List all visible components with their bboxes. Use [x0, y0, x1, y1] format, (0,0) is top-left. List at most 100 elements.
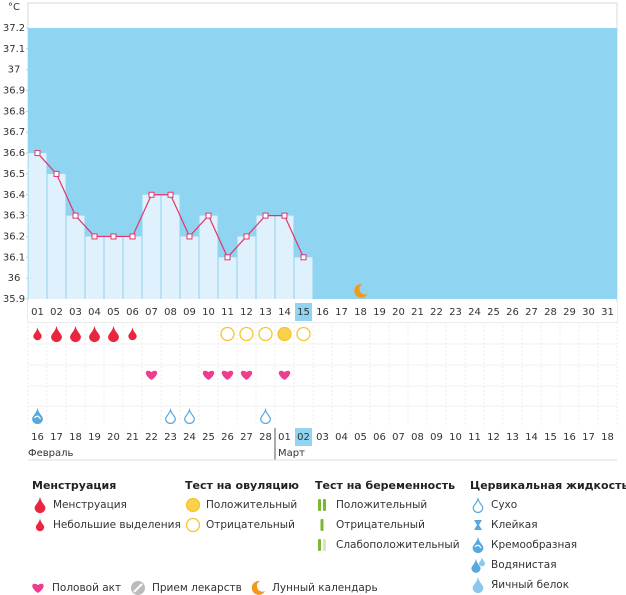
cycle-date-label: 24: [183, 432, 196, 443]
y-tick-label: 35.9: [3, 294, 25, 305]
day-label: 02: [50, 307, 63, 318]
temperature-point: [110, 233, 117, 240]
legend-icon: [320, 519, 324, 531]
day-label: 07: [145, 307, 158, 318]
sex-icon: [278, 370, 291, 380]
menstruation-icon: [128, 327, 137, 341]
temperature-point: [186, 233, 193, 240]
cycle-date-label: 09: [430, 432, 443, 443]
legend-item: Отрицательный: [206, 519, 295, 531]
legend-icon: [323, 499, 326, 511]
legend-item: Клейкая: [491, 519, 538, 531]
day-label: 28: [544, 307, 557, 318]
y-tick-label: 36.7: [3, 127, 25, 138]
day-label: 16: [316, 307, 329, 318]
legend-title: Менструация: [32, 479, 116, 492]
sex-icon: [145, 370, 158, 380]
temperature-point: [281, 212, 288, 219]
day-label: 19: [373, 307, 386, 318]
day-label: 05: [107, 307, 120, 318]
day-label: 26: [506, 307, 519, 318]
legend-icon: [471, 558, 481, 573]
legend-item: Половой акт: [52, 582, 121, 594]
cycle-date-label: 14: [525, 432, 538, 443]
temperature-bar: [123, 236, 142, 299]
day-label: 14: [278, 307, 291, 318]
y-tick-label: 36.5: [3, 169, 25, 180]
cycle-date-label: 06: [373, 432, 386, 443]
cycle-date-label: 13: [506, 432, 519, 443]
legend-title: Тест на беременность: [315, 479, 455, 492]
temperature-point: [148, 191, 155, 198]
day-label: 01: [31, 307, 44, 318]
cycle-date-label: 17: [582, 432, 595, 443]
legend-icon: [318, 539, 321, 551]
sex-icon: [240, 370, 253, 380]
menstruation-icon: [89, 325, 100, 343]
temperature-point: [72, 212, 79, 219]
legend-item: Положительный: [206, 499, 297, 511]
legend-icon: [185, 517, 201, 533]
temperature-point: [167, 191, 174, 198]
month-label: Март: [278, 448, 305, 459]
temperature-point: [224, 254, 231, 261]
cycle-date-label: 23: [164, 432, 177, 443]
ovulation-icon: [239, 326, 254, 342]
cycle-date-label: 18: [69, 432, 82, 443]
lunar-icon: [354, 283, 368, 298]
y-tick-label: 36.9: [3, 86, 25, 97]
ovulation-icon: [296, 326, 311, 342]
legend-title: Цервикальная жидкость: [470, 479, 626, 492]
menstruation-icon: [51, 325, 62, 343]
legend-icon: [185, 497, 201, 513]
legend-title: Тест на овуляцию: [185, 479, 299, 492]
day-label: 12: [240, 307, 253, 318]
legend-icon: [133, 583, 143, 593]
cycle-date-label: 15: [544, 432, 557, 443]
y-tick-label: 36.1: [3, 252, 25, 263]
temperature-point: [34, 150, 41, 157]
day-label: 06: [126, 307, 139, 318]
temperature-bar: [28, 153, 47, 299]
month-label: Февраль: [28, 448, 74, 459]
legend-item: Кремообразная: [491, 539, 577, 551]
day-label: 25: [487, 307, 500, 318]
temperature-bar: [294, 257, 313, 299]
legend-item: Слабоположительный: [336, 539, 460, 551]
temperature-bar: [199, 215, 218, 299]
day-label: 23: [449, 307, 462, 318]
temperature-point: [300, 254, 307, 261]
cycle-date-label: 27: [240, 432, 253, 443]
legend-item: Небольшие выделения: [53, 519, 181, 531]
temperature-bar: [161, 194, 180, 299]
day-label: 11: [221, 307, 234, 318]
legend-item: Сухо: [491, 499, 517, 511]
temperature-point: [243, 233, 250, 240]
legend-item: Водянистая: [491, 559, 557, 571]
current-date-highlight: [295, 428, 312, 446]
day-label: 22: [430, 307, 443, 318]
y-tick-label: 36: [8, 273, 21, 284]
legend-icon: [251, 580, 265, 595]
y-tick-label: 36.3: [3, 211, 25, 222]
cycle-date-label: 03: [316, 432, 329, 443]
legend-icon: [474, 544, 482, 549]
legend-item: Менструация: [53, 499, 127, 511]
temperature-bar: [237, 236, 256, 299]
legend-item: Яичный белок: [491, 579, 569, 591]
cycle-date-label: 17: [50, 432, 63, 443]
cycle-date-label: 02: [297, 432, 310, 443]
temperature-bar: [66, 215, 85, 299]
day-label: 17: [335, 307, 348, 318]
cycle-date-label: 08: [411, 432, 424, 443]
day-label: 13: [259, 307, 272, 318]
temperature-bar: [47, 173, 66, 299]
legend-icon: [323, 539, 326, 551]
cycle-date-label: 01: [278, 432, 291, 443]
legend-icon: [472, 496, 484, 514]
cervical-icon: [184, 407, 195, 425]
ovulation-icon: [277, 326, 292, 342]
sex-icon: [202, 370, 215, 380]
temperature-bar: [180, 236, 199, 299]
